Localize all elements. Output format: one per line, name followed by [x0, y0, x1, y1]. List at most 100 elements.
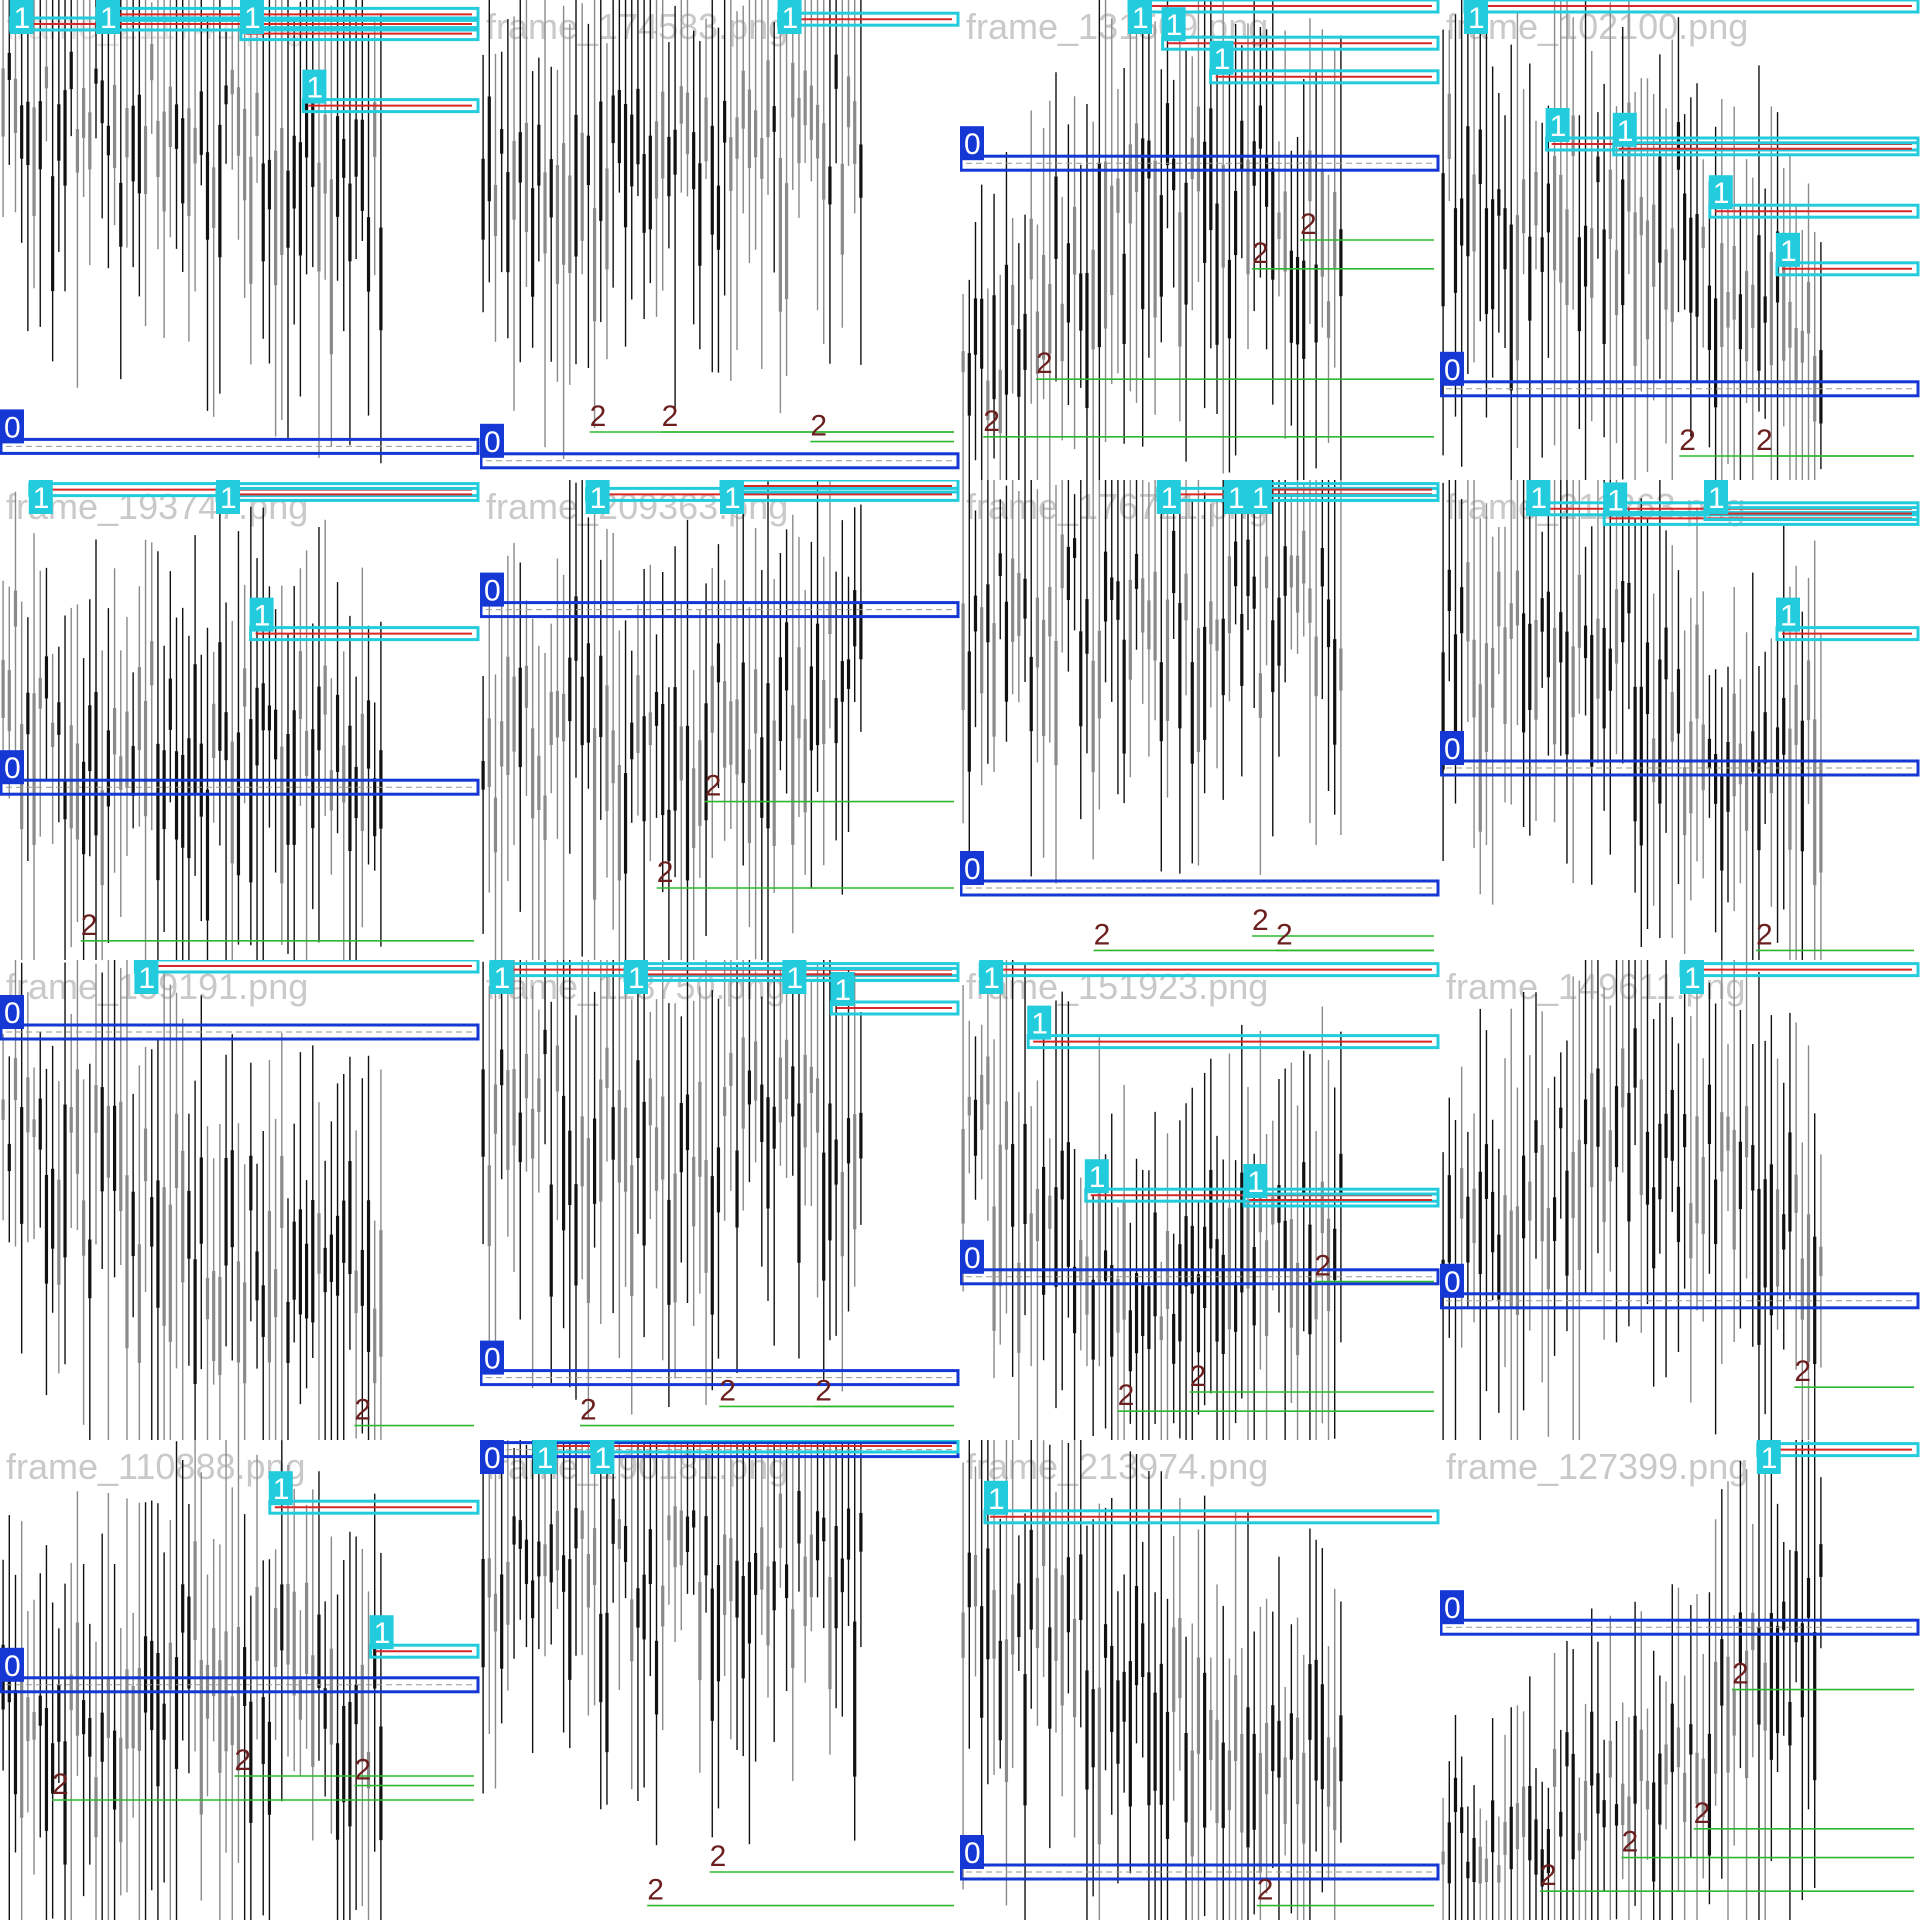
- candle-body: [205, 789, 210, 921]
- class-2-label: 2: [580, 1394, 597, 1427]
- candle-body: [1608, 1740, 1612, 1778]
- candle-body: [859, 1112, 863, 1159]
- candle-body: [967, 1096, 971, 1116]
- candle-body: [1602, 1107, 1606, 1223]
- candle-body: [1453, 634, 1458, 760]
- candle-body: [1819, 762, 1823, 873]
- candle-body: [26, 1077, 30, 1133]
- candle-body: [704, 97, 708, 162]
- candle-body: [1066, 546, 1070, 600]
- candle-body: [38, 1695, 42, 1726]
- candle-body: [1813, 355, 1817, 422]
- candle-body: [106, 1105, 110, 1178]
- candle-body: [1054, 641, 1058, 766]
- candle-body: [1184, 1216, 1188, 1287]
- candle-body: [1460, 587, 1464, 634]
- candle-body: [373, 778, 377, 837]
- class-0-tag: [1440, 1263, 1464, 1298]
- candle-body: [481, 1558, 485, 1668]
- candle-body: [586, 1553, 590, 1608]
- candle-body: [1726, 1656, 1730, 1773]
- candle-body: [125, 711, 129, 788]
- candle-body: [13, 1690, 18, 1795]
- candle-body: [543, 1029, 547, 1055]
- class-2-label: 2: [710, 1840, 727, 1873]
- candle-body: [518, 1520, 522, 1549]
- candle-body: [274, 1269, 278, 1318]
- candle-body: [1314, 1659, 1318, 1781]
- candle-body: [623, 1526, 628, 1562]
- candle-body: [784, 183, 789, 300]
- candle-body: [698, 740, 702, 826]
- candle-body: [815, 1078, 820, 1133]
- candle-body: [360, 1249, 364, 1306]
- candle-body: [1763, 1179, 1767, 1288]
- candle-body: [1751, 731, 1755, 772]
- candle-body: [1503, 1195, 1507, 1293]
- candle-body: [82, 761, 86, 855]
- frame-tile: frame_102100.png 0 1 1 1 1 1 2 2: [1440, 0, 1920, 480]
- candle-body: [1633, 1028, 1637, 1088]
- candle-body: [1596, 1068, 1600, 1147]
- class-1-tag: [9, 0, 34, 34]
- class-1-tag: [240, 0, 264, 34]
- class-0-tag: [1440, 351, 1464, 386]
- candle-body: [1122, 253, 1126, 344]
- class-1-label: 1: [1713, 177, 1730, 210]
- candle-body: [1497, 189, 1501, 216]
- class-1-label: 1: [724, 482, 741, 515]
- candle-body: [1023, 1123, 1027, 1225]
- candle-body: [82, 1200, 86, 1256]
- candle-body: [1720, 774, 1724, 871]
- candle-body: [1441, 1851, 1445, 1865]
- candle-body: [1695, 1752, 1699, 1804]
- candle-body: [1091, 1689, 1095, 1768]
- class-1-box: [301, 98, 480, 114]
- candle-body: [1165, 599, 1170, 721]
- candle-body: [1110, 1265, 1114, 1357]
- candle-body: [1264, 1240, 1269, 1337]
- candle-body: [592, 208, 597, 322]
- candle-body: [1153, 571, 1157, 661]
- candle-body: [642, 716, 646, 822]
- candle-body: [524, 1053, 529, 1099]
- candle-body: [760, 737, 764, 818]
- candle-body: [698, 1582, 702, 1681]
- class-1-label: 1: [100, 2, 117, 35]
- candle-body: [82, 87, 86, 138]
- candle-body: [1751, 284, 1755, 329]
- candle-body: [667, 1515, 671, 1541]
- candle-body: [143, 700, 148, 817]
- candle-body: [778, 158, 782, 312]
- candle-body: [973, 1554, 978, 1607]
- candle-body: [342, 745, 346, 803]
- candle-body: [1515, 1206, 1520, 1315]
- candle-body: [1689, 721, 1693, 814]
- candle-body: [261, 683, 265, 731]
- candle-body: [766, 683, 770, 829]
- candle-body: [32, 1119, 36, 1138]
- candle-body: [1732, 246, 1736, 320]
- candle-body: [1720, 243, 1724, 347]
- candle-body: [980, 1606, 984, 1718]
- candle-body: [834, 1139, 838, 1185]
- frame-tile: frame_213974.png 0 1 2: [960, 1440, 1440, 1920]
- candle-body: [1732, 1689, 1736, 1736]
- candle-body: [1289, 250, 1293, 343]
- candle-body: [1153, 160, 1157, 318]
- candle-body: [193, 1259, 197, 1384]
- candle-body: [1333, 191, 1337, 268]
- candle-body: [1602, 229, 1606, 344]
- candle-body: [754, 110, 758, 158]
- candle-body: [518, 132, 522, 183]
- class-1-tag: [532, 1440, 557, 1474]
- candlestick-chart: 0 1 2 2 2: [480, 0, 960, 470]
- candle-body: [716, 185, 721, 250]
- candle-body: [1484, 643, 1489, 752]
- candle-body: [1503, 208, 1507, 270]
- candle-body: [150, 1640, 154, 1731]
- candle-body: [1227, 1750, 1232, 1811]
- candle-body: [648, 135, 652, 230]
- candle-body: [673, 1173, 677, 1303]
- candle-body: [1559, 1107, 1563, 1129]
